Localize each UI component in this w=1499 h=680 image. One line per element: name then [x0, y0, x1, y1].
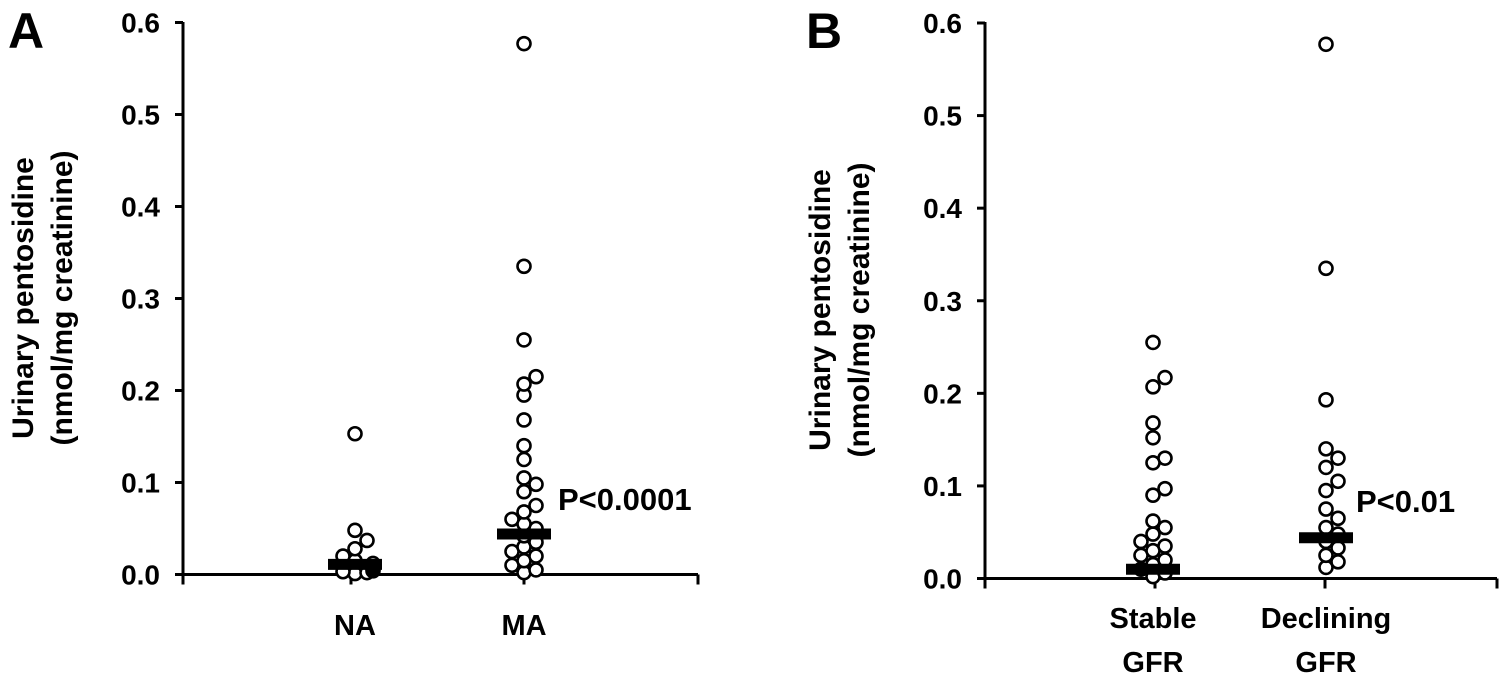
y-tick-label: 0.6 [923, 8, 962, 39]
data-point [516, 437, 532, 454]
category-label: GFR [1122, 647, 1183, 679]
data-point [359, 532, 375, 549]
data-point [528, 476, 544, 493]
panel-letter-a: A [8, 3, 44, 59]
category-label: MA [501, 610, 546, 642]
data-point [516, 451, 532, 468]
panel-b: B Urinary pentosidine (nmol/mg creatinin… [804, 3, 1499, 679]
data-point [1145, 487, 1161, 503]
category-label: Stable [1109, 603, 1196, 635]
data-point [1145, 415, 1161, 431]
data-point [1145, 379, 1161, 395]
data-point [347, 522, 363, 539]
p-value-a: P<0.0001 [558, 482, 692, 517]
data-point [1157, 519, 1173, 536]
data-point [516, 483, 532, 500]
panel-a: A Urinary pentosidine (nmol/mg creatinin… [7, 3, 700, 642]
y-tick-label: 0.5 [121, 100, 160, 131]
p-value-b: P<0.01 [1356, 484, 1455, 519]
data-point [516, 412, 532, 428]
data-point [1318, 482, 1334, 499]
y-ticks-b: 0.0 0.1 0.2 0.3 0.4 0.5 0.6 Stable GFR Declining G… [923, 8, 1499, 679]
category-label: Declining [1261, 603, 1392, 635]
data-point [1330, 473, 1346, 490]
data-point [528, 548, 544, 564]
category-label: NA [334, 610, 376, 642]
y-axis-title-line2-b: (nmol/mg creatinine) [843, 162, 876, 457]
y-tick-label: 0.3 [121, 284, 160, 315]
y-axis-title-line2-a: (nmol/mg creatinine) [46, 150, 79, 445]
data-point [528, 562, 544, 578]
data-point [1318, 501, 1334, 517]
data-point [1318, 36, 1334, 53]
y-tick-label: 0.2 [121, 376, 160, 407]
data-point [347, 425, 363, 442]
data-point [504, 511, 520, 528]
data-point [528, 497, 544, 514]
y-tick-label: 0.1 [121, 468, 160, 499]
y-tick-label: 0.3 [923, 286, 962, 317]
y-axis-title-line1-a: Urinary pentosidine [7, 157, 40, 439]
y-tick-label: 0.0 [923, 564, 962, 595]
y-tick-label: 0.4 [121, 192, 160, 223]
data-point [1133, 533, 1149, 550]
data-point [1145, 334, 1161, 351]
data-point [1318, 260, 1334, 277]
data-point [516, 35, 532, 52]
data-point [1157, 450, 1173, 466]
data-point [1145, 429, 1161, 446]
y-tick-label: 0.2 [923, 378, 962, 409]
data-point [1330, 450, 1346, 466]
data-point [1157, 480, 1173, 497]
data-point [1318, 547, 1334, 564]
data-point [516, 470, 532, 486]
data-point [516, 376, 532, 392]
y-ticks-a: 0.0 0.1 0.2 0.3 0.4 0.5 0.6 NA MA [121, 8, 700, 642]
panel-letter-b: B [806, 3, 842, 59]
data-point [347, 540, 363, 557]
y-tick-label: 0.1 [923, 471, 962, 502]
data-point [1157, 538, 1173, 554]
data-point [528, 368, 544, 385]
data-point [516, 258, 532, 275]
points-a [328, 35, 551, 582]
y-tick-label: 0.5 [923, 101, 962, 132]
y-tick-label: 0.4 [923, 193, 962, 224]
y-axis-title-line1-b: Urinary pentosidine [804, 169, 837, 451]
data-point [516, 332, 532, 348]
y-tick-label: 0.0 [121, 560, 160, 591]
data-point [1145, 513, 1161, 529]
points-b [1126, 36, 1353, 585]
data-point [1157, 369, 1173, 386]
data-point [1318, 441, 1334, 457]
category-label: GFR [1295, 647, 1356, 679]
data-point [1330, 510, 1346, 527]
data-point [1318, 392, 1334, 408]
data-point [1318, 519, 1334, 536]
y-tick-label: 0.6 [121, 8, 160, 39]
data-point [1318, 459, 1334, 476]
data-point [516, 504, 532, 520]
